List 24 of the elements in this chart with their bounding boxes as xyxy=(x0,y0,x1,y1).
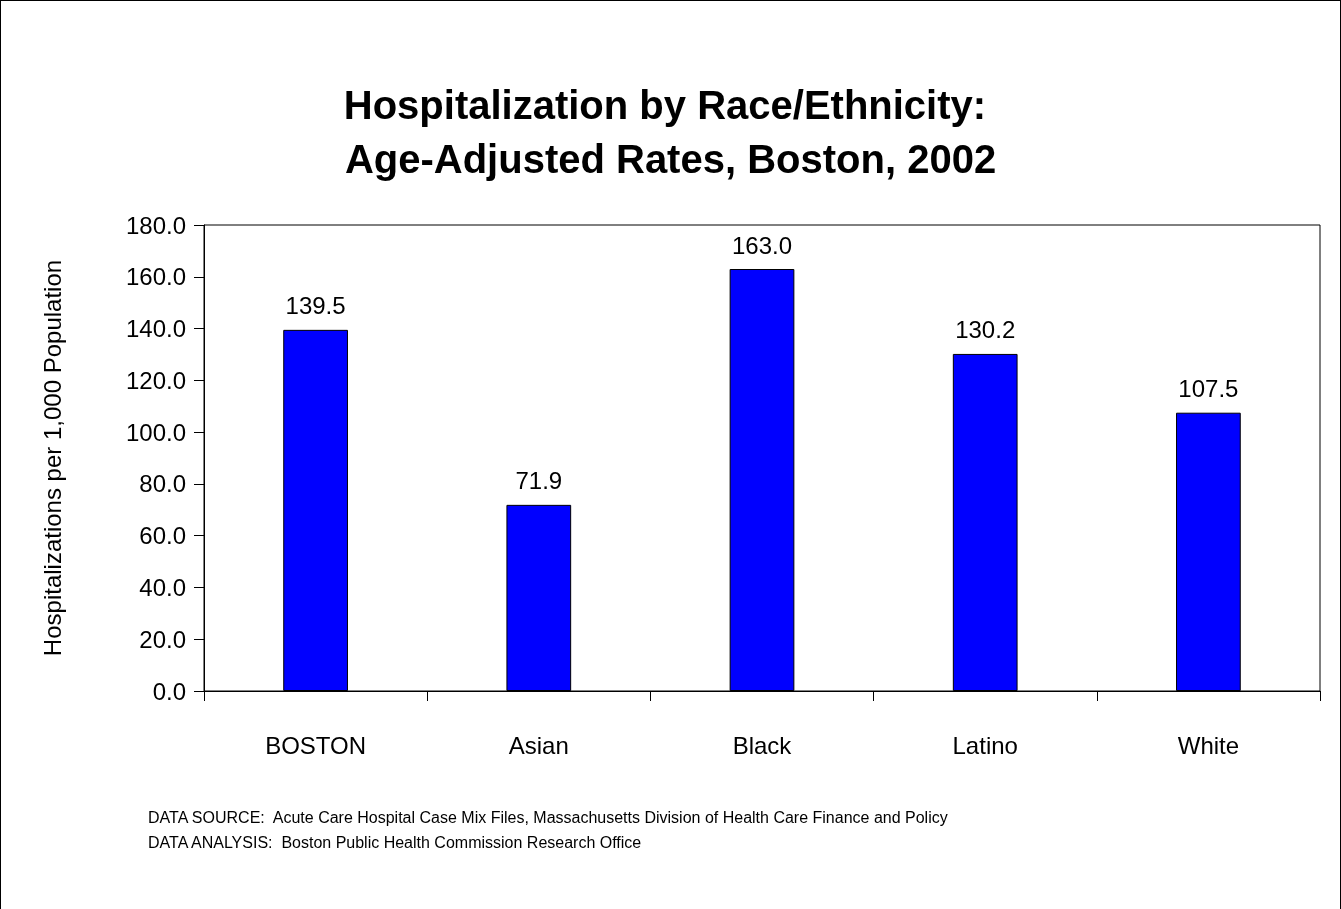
source-note: DATA SOURCE: Acute Care Hospital Case Mix Files, Massachusetts Division of Health Care Finance and Policy xyxy=(148,808,948,826)
y-tick-label: 120.0 xyxy=(125,366,186,394)
data-label: 139.5 xyxy=(285,292,346,320)
y-tick-label: 60.0 xyxy=(139,522,186,550)
x-tick-label: Black xyxy=(732,731,793,759)
x-tick-label: Latino xyxy=(952,731,1018,759)
x-tick-label: Asian xyxy=(508,731,569,759)
data-label: 107.5 xyxy=(1178,375,1239,403)
y-tick-label: 0.0 xyxy=(152,677,186,705)
y-tick-label: 80.0 xyxy=(139,470,186,498)
y-axis-title: Hospitalizations per 1,000 Population xyxy=(38,259,66,657)
chart-title: Hospitalization by Race/Ethnicity: Age-Adjusted Rates, Boston, 2002 xyxy=(343,83,998,181)
y-tick-label: 140.0 xyxy=(125,315,186,343)
x-tick-label: BOSTON xyxy=(265,731,367,759)
data-label: 71.9 xyxy=(515,467,563,495)
y-tick-label: 40.0 xyxy=(139,573,186,601)
text: DATA ANALYSIS: Boston Public Health Commission Research Office xyxy=(148,833,642,851)
data-label: 163.0 xyxy=(731,231,793,259)
data-label: 130.2 xyxy=(955,316,1016,344)
x-tick-label: White xyxy=(1177,731,1240,759)
y-tick-label: 180.0 xyxy=(125,211,186,239)
y-tick-label: 160.0 xyxy=(125,263,186,291)
y-tick-label: 20.0 xyxy=(139,625,186,653)
y-tick-label: 100.0 xyxy=(125,418,186,446)
